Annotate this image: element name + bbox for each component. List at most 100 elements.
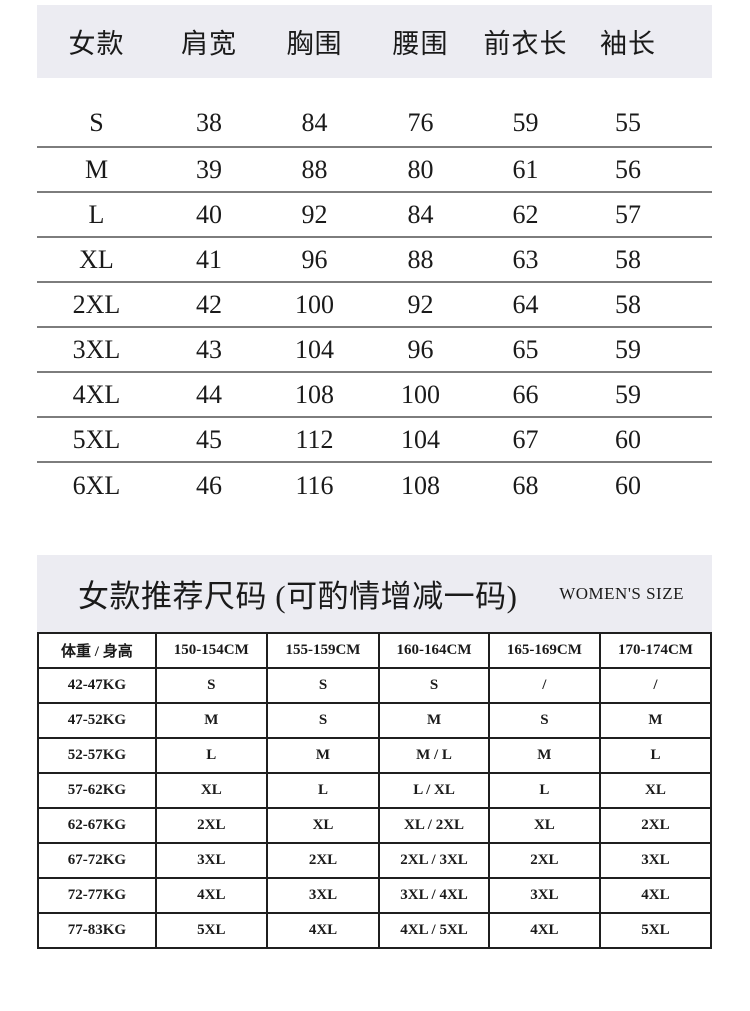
chest-value: 116 — [295, 470, 334, 500]
size-label: 5XL — [72, 424, 121, 454]
weight-height-header: 体重 / 身高 — [37, 632, 157, 669]
waist-value: 80 — [407, 154, 434, 184]
waist-value: 100 — [401, 379, 440, 409]
front-length-value: 67 — [512, 424, 539, 454]
recommended-size-cell: S — [154, 667, 268, 704]
recommended-size-table: 体重 / 身高 150-154CM 155-159CM 160-164CM 16… — [37, 632, 713, 949]
sleeve-value: 57 — [615, 199, 641, 229]
recommended-size-cell: 3XL — [265, 877, 381, 914]
sleeve-value: 58 — [615, 244, 641, 274]
recommended-size-cell: L — [154, 737, 268, 774]
shoulder-value: 43 — [196, 334, 222, 364]
weight-row: 57-62KG XL L L / XL L XL — [37, 772, 713, 809]
chest-value: 108 — [295, 379, 334, 409]
size-row-l: L 40 92 84 62 57 — [37, 193, 712, 238]
recommended-size-cell: / — [487, 667, 601, 704]
size-table-header-style: 女款 — [68, 29, 125, 59]
recommended-size-cell: S — [265, 667, 381, 704]
shoulder-value: 46 — [196, 470, 222, 500]
recommended-size-cell: XL — [598, 772, 713, 809]
weight-range-label: 57-62KG — [37, 772, 157, 809]
chest-value: 88 — [301, 154, 328, 184]
sleeve-value: 59 — [615, 334, 641, 364]
recommended-size-cell: / — [598, 667, 713, 704]
sleeve-value: 59 — [615, 379, 641, 409]
recommended-size-cell: M / L — [378, 737, 490, 774]
size-label: XL — [79, 244, 114, 274]
weight-range-label: 42-47KG — [37, 667, 157, 704]
size-table-header-shoulder: 肩宽 — [181, 29, 237, 59]
weight-row: 52-57KG L M M / L M L — [37, 737, 713, 774]
front-length-value: 61 — [512, 154, 539, 184]
waist-value: 76 — [407, 108, 434, 137]
recommended-size-cell: S — [265, 702, 381, 739]
chest-value: 112 — [295, 424, 334, 454]
sleeve-value: 55 — [615, 108, 641, 137]
chest-value: 84 — [301, 108, 328, 137]
recommended-size-cell: 2XL — [487, 842, 601, 879]
size-row-4xl: 4XL 44 108 100 66 59 — [37, 373, 712, 418]
recommended-size-cell: 2XL — [265, 842, 381, 879]
recommended-size-cell: L / XL — [378, 772, 490, 809]
weight-row: 47-52KG M S M S M — [37, 702, 713, 739]
recommended-size-cell: S — [378, 667, 490, 704]
recommended-size-cell: M — [598, 702, 713, 739]
recommended-size-cell: 3XL — [598, 842, 713, 879]
chest-value: 104 — [295, 334, 334, 364]
shoulder-value: 44 — [196, 379, 222, 409]
recommended-size-cell: 3XL — [154, 842, 268, 879]
shoulder-value: 39 — [196, 154, 222, 184]
size-table-body: S 38 84 76 59 55 M 39 88 80 61 56 L 40 9… — [37, 78, 712, 508]
recommended-size-cell: 4XL — [598, 877, 713, 914]
weight-row: 62-67KG 2XL XL XL / 2XL XL 2XL — [37, 807, 713, 844]
weight-range-label: 72-77KG — [37, 877, 157, 914]
shoulder-value: 40 — [196, 199, 222, 229]
size-row-3xl: 3XL 43 104 96 65 59 — [37, 328, 712, 373]
height-col-header: 155-159CM — [265, 632, 381, 669]
recommended-size-cell: 4XL — [154, 877, 268, 914]
size-row-6xl: 6XL 46 116 108 68 60 — [37, 463, 712, 508]
size-label: 4XL — [72, 379, 121, 409]
shoulder-value: 45 — [196, 424, 222, 454]
height-col-header: 165-169CM — [487, 632, 601, 669]
chest-value: 100 — [295, 289, 334, 319]
sleeve-value: 56 — [615, 154, 641, 184]
height-col-header: 150-154CM — [154, 632, 268, 669]
front-length-value: 63 — [512, 244, 539, 274]
waist-value: 104 — [401, 424, 440, 454]
recommended-size-cell: XL — [154, 772, 268, 809]
size-measurement-section: 女款 肩宽 胸围 腰围 前衣长 袖长 S 38 84 76 59 55 M 39… — [37, 5, 712, 508]
waist-value: 88 — [407, 244, 434, 274]
recommended-size-title: 女款推荐尺码 (可酌情增减一码) — [78, 579, 518, 614]
recommended-size-cell: 3XL / 4XL — [378, 877, 490, 914]
front-length-value: 66 — [512, 379, 539, 409]
height-col-header: 160-164CM — [378, 632, 490, 669]
height-col-header: 170-174CM — [598, 632, 713, 669]
front-length-value: 65 — [512, 334, 539, 364]
size-label: M — [84, 154, 109, 184]
weight-row: 77-83KG 5XL 4XL 4XL / 5XL 4XL 5XL — [37, 912, 713, 949]
weight-row: 72-77KG 4XL 3XL 3XL / 4XL 3XL 4XL — [37, 877, 713, 914]
size-label: 3XL — [72, 334, 121, 364]
recommended-size-cell: M — [154, 702, 268, 739]
recommended-size-cell: 3XL — [487, 877, 601, 914]
size-table-header: 女款 肩宽 胸围 腰围 前衣长 袖长 — [37, 5, 712, 78]
size-table-header-sleeve: 袖长 — [600, 29, 656, 59]
size-row-m: M 39 88 80 61 56 — [37, 148, 712, 193]
recommended-size-cell: 5XL — [154, 912, 268, 949]
shoulder-value: 38 — [196, 108, 222, 137]
recommend-header-row: 体重 / 身高 150-154CM 155-159CM 160-164CM 16… — [37, 632, 713, 669]
waist-value: 108 — [401, 470, 440, 500]
size-row-5xl: 5XL 45 112 104 67 60 — [37, 418, 712, 463]
shoulder-value: 41 — [196, 244, 222, 274]
recommended-size-cell: M — [265, 737, 381, 774]
size-label: 2XL — [72, 289, 121, 319]
waist-value: 84 — [407, 199, 434, 229]
womens-size-label: WOMEN'S SIZE — [559, 583, 684, 603]
weight-range-label: 47-52KG — [37, 702, 157, 739]
front-length-value: 62 — [512, 199, 539, 229]
recommended-size-cell: S — [487, 702, 601, 739]
size-label: 6XL — [72, 470, 121, 500]
recommended-size-cell: L — [265, 772, 381, 809]
waist-value: 92 — [407, 289, 434, 319]
